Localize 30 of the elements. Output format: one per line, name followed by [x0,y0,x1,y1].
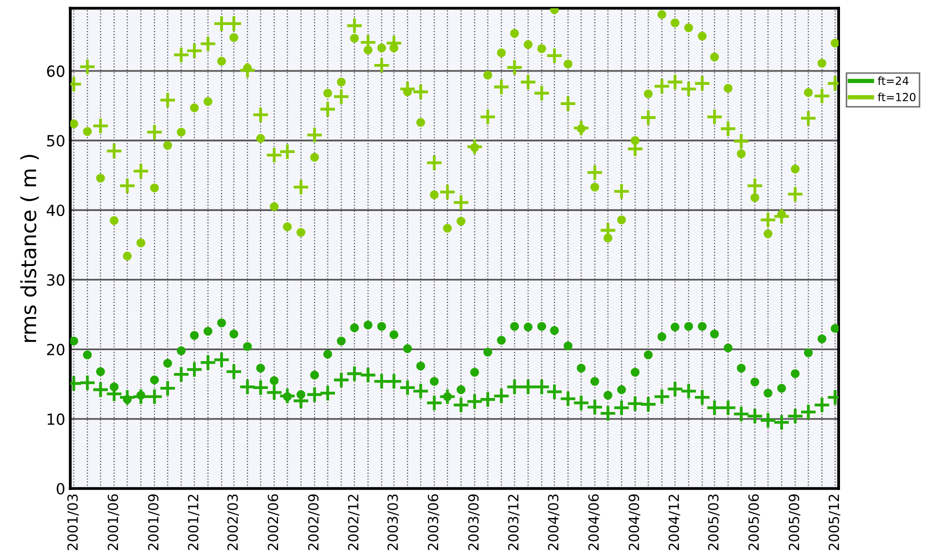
x-tick-label: 2002/03 [227,494,239,550]
y-tick-label: 0 [56,482,64,495]
x-tick-label: 2001/06 [108,494,120,550]
x-tick-label: 2005/06 [748,494,760,550]
y-axis-title: rms distance ( m ) [20,154,39,342]
y-tick-label: 50 [47,134,64,147]
x-tick-label: 2004/09 [628,494,640,550]
x-tick-label: 2004/06 [588,494,600,550]
x-tick-label: 2003/06 [428,494,440,550]
x-tick-label: 2002/12 [348,494,360,550]
x-tick-label: 2005/03 [708,494,720,550]
x-tick-label: 2001/09 [148,494,160,550]
x-tick-label: 2002/09 [308,494,320,550]
x-tick-label: 2001/12 [188,494,200,550]
x-tick-label: 2004/12 [668,494,680,550]
legend-label: ft=24 [878,76,908,85]
x-tick-label: 2005/09 [788,494,800,550]
y-tick-label: 10 [48,413,64,425]
x-tick-label: 2004/03 [548,494,560,550]
y-tick-label: 60 [47,65,64,77]
x-tick-label: 2001/03 [67,494,79,550]
y-tick-label: 30 [47,274,64,286]
x-tick-label: 2005/12 [828,494,840,550]
x-tick-label: 2003/03 [387,494,400,550]
x-tick-label: 2002/06 [268,494,280,550]
legend-label: ft=120 [878,92,916,102]
y-tick-label: 20 [47,344,64,356]
x-tick-label: 2003/09 [468,494,480,550]
x-tick-label: 2003/12 [508,494,520,550]
y-tick-label: 40 [46,204,64,216]
